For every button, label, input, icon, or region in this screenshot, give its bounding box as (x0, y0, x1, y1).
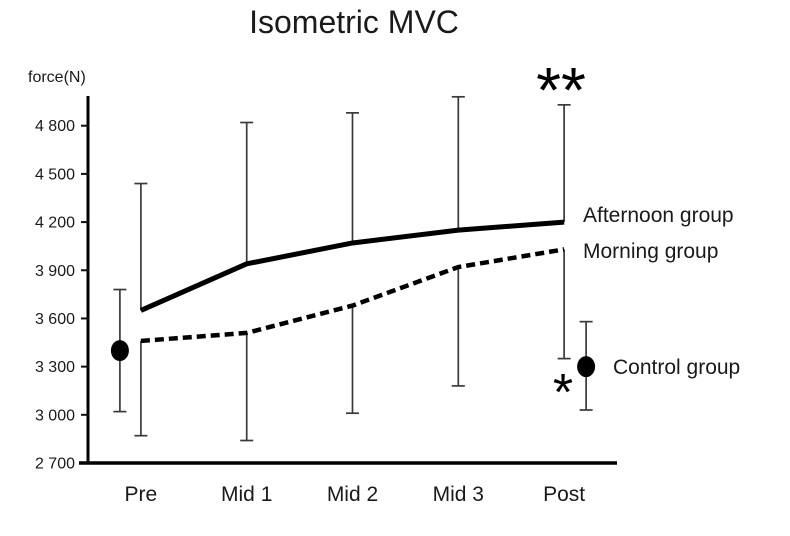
y-tick-label: 3 300 (35, 359, 75, 376)
x-category-label: Pre (125, 483, 158, 506)
x-category-label: Post (543, 483, 585, 506)
control-dot (110, 340, 129, 362)
x-category-label: Mid 1 (221, 483, 272, 506)
legend-afternoon-group: Afternoon group (583, 204, 734, 227)
error-bars (113, 95, 593, 442)
y-tick-label: 3 900 (35, 263, 75, 280)
y-tick-label: 3 600 (35, 311, 75, 328)
significance-double-asterisk: ** (536, 54, 586, 126)
y-tick-label: 4 800 (35, 118, 75, 135)
x-category-label: Mid 3 (433, 483, 484, 506)
data-series (110, 219, 596, 378)
y-tick-label: 4 200 (35, 215, 75, 232)
morning-line (140, 247, 565, 344)
y-axis-unit-label: force(N) (28, 69, 86, 86)
legend-control-group: Control group (613, 356, 740, 379)
x-axis: Pre Mid 1 Mid 2 Mid 3 Post (79, 461, 617, 506)
y-tick-label: 2 700 (35, 456, 75, 473)
y-axis: 4 800 4 500 4 200 3 900 3 600 3 300 3 000 2 700 (35, 96, 90, 473)
y-tick-label: 3 000 (35, 407, 75, 424)
x-category-label: Mid 2 (327, 483, 378, 506)
chart-title: Isometric MVC (249, 4, 459, 40)
significance-single-asterisk: * (553, 364, 573, 422)
legend-morning-group: Morning group (583, 240, 718, 263)
y-tick-label: 4 500 (35, 166, 75, 183)
control-dot (577, 356, 596, 378)
afternoon-line (139, 219, 565, 313)
